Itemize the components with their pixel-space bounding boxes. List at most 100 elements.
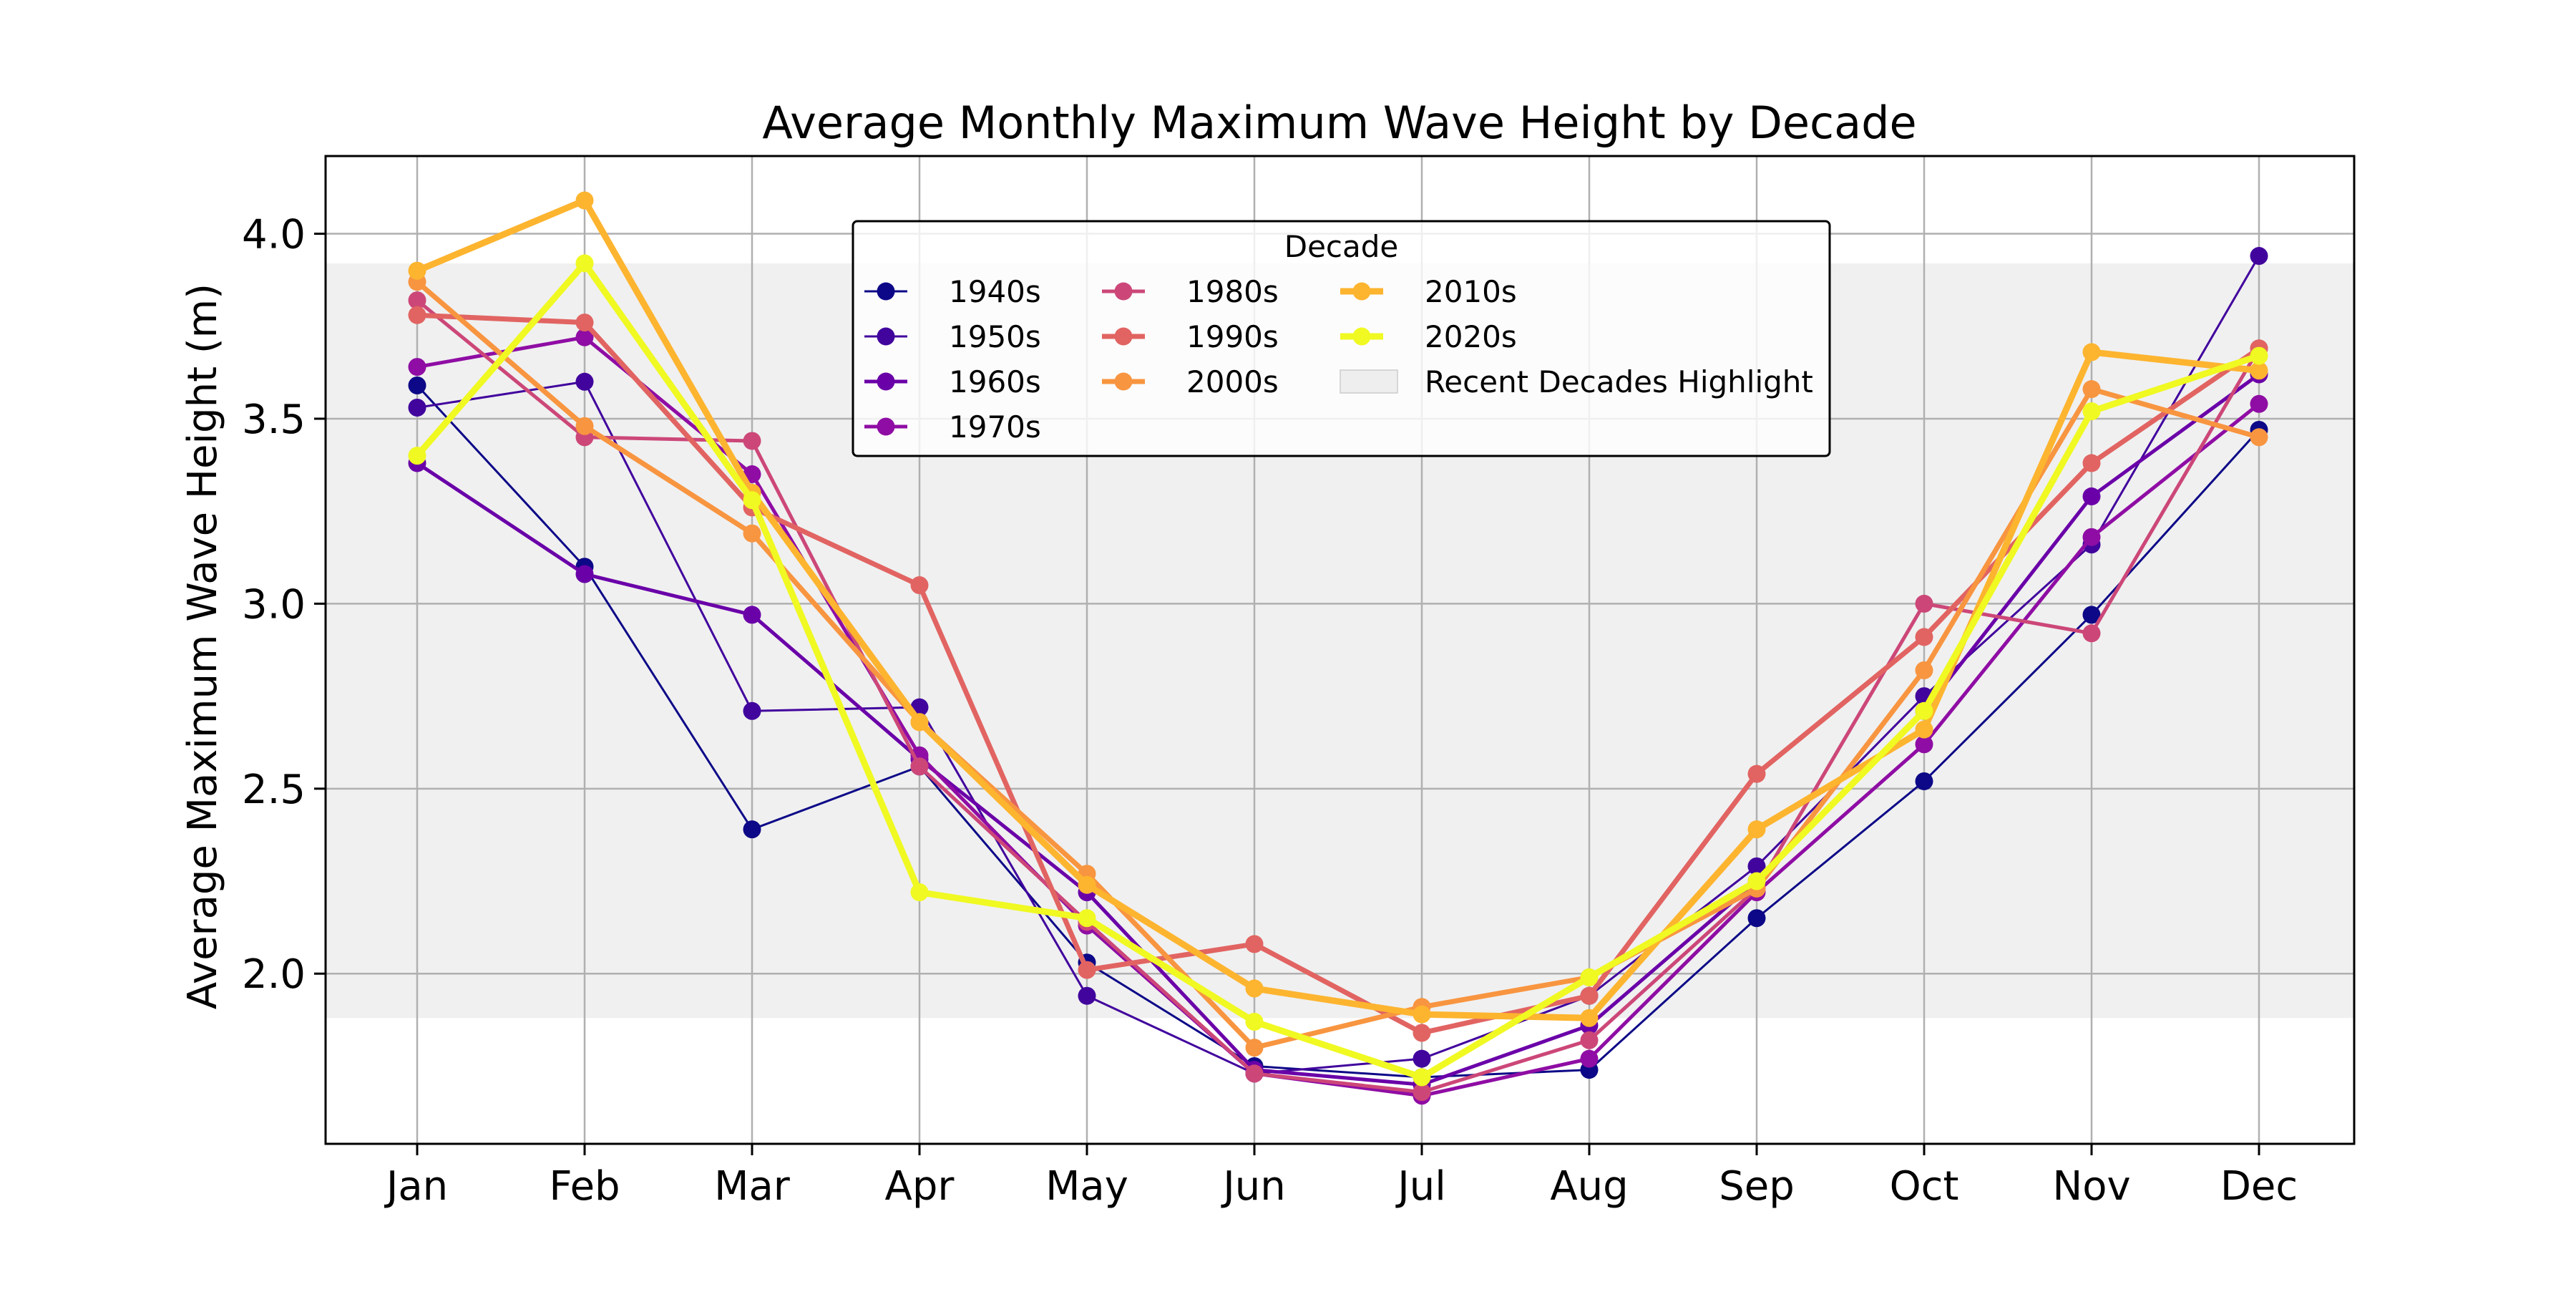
data-point-2010s xyxy=(2250,361,2268,380)
data-point-1970s xyxy=(2250,394,2268,413)
series-line-1960s xyxy=(415,372,2261,1087)
data-point-1990s xyxy=(1915,628,1933,646)
x-tick-label: Jul xyxy=(1395,1163,1446,1210)
data-point-1940s xyxy=(1915,772,1933,790)
data-point-1990s xyxy=(1580,986,1599,1005)
series-line-1940s xyxy=(416,384,2260,1079)
data-point-2000s xyxy=(2250,428,2268,447)
x-tick-label: Mar xyxy=(714,1163,791,1210)
data-point-1970s xyxy=(575,328,594,346)
legend-marker-2010s xyxy=(1352,282,1371,301)
data-point-2020s xyxy=(910,883,929,902)
data-point-2020s xyxy=(1580,968,1599,986)
data-point-2020s xyxy=(408,447,426,465)
series-line-2020s xyxy=(414,260,2263,1081)
y-tick-label: 3.0 xyxy=(242,581,306,628)
data-point-2020s xyxy=(1413,1068,1431,1087)
legend-marker-1960s xyxy=(877,372,895,391)
legend-label-1970s: 1970s xyxy=(949,409,1041,445)
data-point-1980s xyxy=(910,757,929,776)
data-point-1970s xyxy=(408,358,426,377)
data-point-2010s xyxy=(1915,720,1933,739)
data-point-2010s xyxy=(1078,875,1096,894)
data-point-1970s xyxy=(2082,528,2101,546)
data-point-1970s xyxy=(1580,1049,1599,1068)
data-point-2020s xyxy=(2250,346,2268,365)
legend: Decade 1940s 1950s 1960s 1970s 1980s 1990s 2000… xyxy=(852,220,1831,457)
legend-label-1990s: 1990s xyxy=(1186,319,1279,354)
data-point-2010s xyxy=(1747,820,1766,839)
y-tick-label: 2.5 xyxy=(242,767,306,813)
data-point-1970s xyxy=(1915,735,1933,754)
data-point-1980s xyxy=(2082,624,2101,643)
data-point-2010s xyxy=(910,713,929,732)
data-point-1980s xyxy=(743,432,761,450)
x-tick-label: Nov xyxy=(2052,1163,2130,1210)
y-tick-label: 2.0 xyxy=(242,951,306,998)
data-point-1950s xyxy=(1078,986,1096,1005)
chart-title: Average Monthly Maximum Wave Height by D… xyxy=(762,97,1916,149)
data-point-1950s xyxy=(575,372,594,391)
plot-frame xyxy=(324,155,2356,1145)
data-point-1980s xyxy=(408,291,426,310)
data-point-1990s xyxy=(575,314,594,332)
data-point-2000s xyxy=(743,524,761,543)
data-point-1990s xyxy=(1413,1024,1431,1042)
data-point-2010s xyxy=(1413,1005,1431,1024)
data-point-1990s xyxy=(1078,961,1096,979)
data-point-2000s xyxy=(1245,1039,1264,1057)
x-tick-label: Dec xyxy=(2220,1163,2298,1210)
x-tick-label: Oct xyxy=(1890,1163,1959,1210)
data-point-1950s xyxy=(743,701,761,720)
legend-title: Decade xyxy=(1284,229,1399,264)
x-tick-label: Aug xyxy=(1550,1163,1628,1210)
data-point-2020s xyxy=(2082,402,2101,421)
data-point-2020s xyxy=(575,254,594,273)
legend-label-2020s: 2020s xyxy=(1425,319,1517,354)
data-point-2020s xyxy=(1245,1012,1264,1031)
series-line-2000s xyxy=(414,279,2262,1051)
data-point-2010s xyxy=(1580,1009,1599,1027)
data-point-1960s xyxy=(2082,487,2101,506)
data-point-2020s xyxy=(1747,872,1766,890)
data-point-1950s xyxy=(1413,1049,1431,1068)
data-point-2000s xyxy=(2082,380,2101,399)
data-point-1960s xyxy=(575,565,594,583)
legend-highlight-swatch xyxy=(1340,369,1398,394)
legend-marker-1990s xyxy=(1114,327,1133,346)
legend-label-2010s: 2010s xyxy=(1425,274,1517,309)
data-point-1990s xyxy=(1747,764,1766,783)
legend-label-highlight: Recent Decades Highlight xyxy=(1425,364,1813,399)
legend-marker-1980s xyxy=(1114,282,1133,301)
data-point-2000s xyxy=(575,417,594,435)
data-point-1990s xyxy=(408,306,426,324)
y-axis-label: Average Maximum Wave Height (m) xyxy=(180,283,226,1009)
legend-marker-1970s xyxy=(877,417,895,436)
legend-marker-2000s xyxy=(1114,372,1133,391)
x-tick-label: Feb xyxy=(549,1163,620,1210)
x-tick-label: Apr xyxy=(885,1163,955,1210)
data-point-2010s xyxy=(2082,343,2101,361)
data-point-2010s xyxy=(575,191,594,210)
legend-marker-2020s xyxy=(1352,327,1371,346)
data-point-1990s xyxy=(2082,454,2101,472)
legend-label-1950s: 1950s xyxy=(949,319,1041,354)
x-tick-label: May xyxy=(1045,1163,1128,1210)
series-line-1970s xyxy=(415,335,2261,1098)
y-tick-label: 4.0 xyxy=(242,212,306,258)
data-point-1990s xyxy=(910,576,929,595)
data-point-1940s xyxy=(2082,606,2101,624)
y-tick-label: 3.5 xyxy=(242,397,306,443)
series-line-1990s xyxy=(414,312,2262,1036)
data-point-1950s xyxy=(1747,857,1766,875)
data-point-1940s xyxy=(1747,909,1766,928)
legend-marker-1940s xyxy=(877,282,895,301)
data-point-1990s xyxy=(1245,935,1264,953)
x-tick-label: Jan xyxy=(384,1163,448,1210)
data-point-1940s xyxy=(408,376,426,394)
data-point-2020s xyxy=(743,491,761,510)
data-point-1980s xyxy=(1413,1083,1431,1102)
data-point-1980s xyxy=(1580,1031,1599,1049)
